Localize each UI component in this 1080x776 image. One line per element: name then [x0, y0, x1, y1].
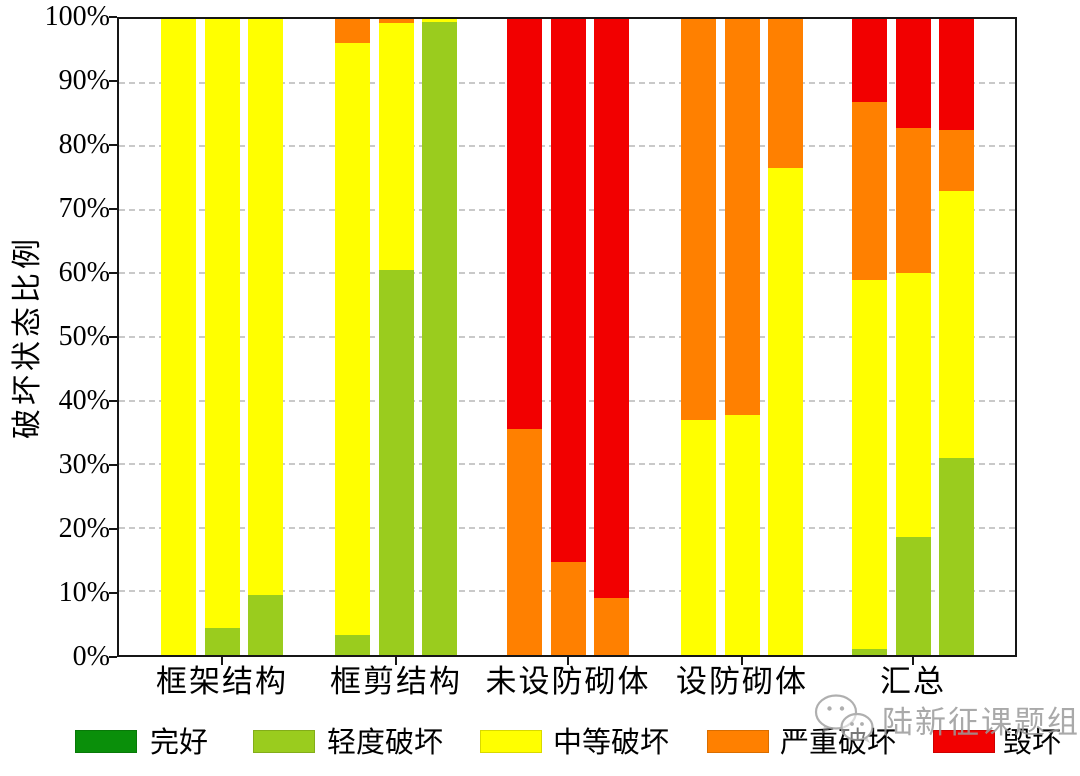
bar-segment-中等破坏 [768, 168, 803, 655]
bar-segment-轻度破坏 [204, 628, 240, 655]
y-tick-mark [109, 16, 117, 18]
bar-segment-严重破坏 [939, 130, 974, 191]
bar-segment-轻度破坏 [378, 270, 414, 655]
bar-segment-轻度破坏 [895, 536, 931, 655]
y-tick-label: 40% [58, 385, 110, 416]
bar-segment-中等破坏 [161, 19, 196, 655]
y-tick-mark [109, 592, 117, 594]
bar-segment-严重破坏 [594, 597, 629, 655]
y-tick-label: 30% [58, 449, 110, 480]
y-tick-mark [109, 80, 117, 82]
bar-segment-严重破坏 [378, 19, 414, 24]
y-tick-label: 70% [58, 193, 110, 224]
y-tick-mark [109, 272, 117, 274]
bar-segment-毁坏 [852, 19, 887, 102]
bar-segment-毁坏 [594, 19, 629, 598]
legend: 完好 轻度破坏 中等破坏 严重破坏 毁坏 [0, 727, 1080, 763]
bar-segment-中等破坏 [204, 19, 240, 629]
bar-segment-严重破坏 [852, 101, 887, 280]
y-tick-mark [109, 464, 117, 466]
bar-segment-轻度破坏 [335, 634, 370, 655]
y-axis-tick-labels: 0% 10% 20% 30% 40% 50% 60% 70% 80% 90% 100% [0, 1, 110, 672]
legend-label: 严重破坏 [780, 727, 897, 759]
y-tick-label: 50% [58, 321, 110, 352]
bar-segment-严重破坏 [768, 19, 803, 169]
bar-segment-中等破坏 [852, 279, 887, 649]
bar-segment-中等破坏 [248, 19, 283, 595]
y-tick-mark [109, 336, 117, 338]
bar-segment-中等破坏 [681, 419, 716, 655]
x-axis-labels: 框架结构 框剪结构 未设防砌体 设防砌体 汇总 [117, 664, 1017, 704]
bar-segment-中等破坏 [895, 273, 931, 537]
legend-swatch-严重破坏 [707, 730, 769, 753]
bar-segment-轻度破坏 [852, 648, 887, 655]
bar-segment-中等破坏 [422, 19, 457, 23]
y-tick-label: 90% [58, 65, 110, 96]
y-tick-label: 0% [72, 641, 110, 672]
bar-segment-毁坏 [895, 19, 931, 129]
y-tick-label: 60% [58, 257, 110, 288]
y-tick-mark [109, 528, 117, 530]
y-tick-label: 20% [58, 513, 110, 544]
y-tick-mark [109, 656, 117, 658]
legend-label: 完好 [150, 727, 209, 759]
x-category-label: 汇总 [880, 664, 946, 699]
bar-segment-毁坏 [550, 19, 586, 562]
x-category-label: 框剪结构 [330, 664, 462, 699]
bar-segment-严重破坏 [507, 429, 542, 655]
bar-segment-严重破坏 [335, 19, 370, 44]
bar-segment-轻度破坏 [248, 594, 283, 655]
bar-segment-中等破坏 [378, 23, 414, 271]
bar-segment-毁坏 [507, 19, 542, 430]
y-tick-mark [109, 400, 117, 402]
bar-segment-轻度破坏 [939, 457, 974, 655]
bar-segment-严重破坏 [550, 561, 586, 655]
legend-swatch-毁坏 [933, 730, 995, 753]
y-tick-mark [109, 208, 117, 210]
bar-segment-中等破坏 [335, 43, 370, 635]
bar-segment-严重破坏 [724, 19, 760, 415]
y-tick-mark [109, 144, 117, 146]
bar-segment-中等破坏 [724, 414, 760, 655]
plot-area [117, 17, 1017, 657]
x-category-label: 设防砌体 [676, 664, 808, 699]
x-category-label: 框架结构 [156, 664, 288, 699]
legend-swatch-轻度破坏 [253, 730, 315, 753]
legend-swatch-中等破坏 [480, 730, 542, 753]
y-tick-label: 10% [58, 577, 110, 608]
y-tick-label: 80% [58, 129, 110, 160]
legend-label: 轻度破坏 [327, 727, 444, 759]
bar-segment-轻度破坏 [422, 22, 457, 655]
bar-segment-严重破坏 [681, 19, 716, 420]
legend-label: 毁坏 [1003, 727, 1062, 759]
bar-segment-严重破坏 [895, 128, 931, 274]
x-category-label: 未设防砌体 [485, 664, 651, 699]
y-tick-label: 100% [44, 1, 110, 32]
legend-swatch-完好 [75, 730, 137, 753]
bar-segment-中等破坏 [939, 190, 974, 458]
bar-segment-毁坏 [939, 19, 974, 131]
legend-label: 中等破坏 [553, 727, 670, 759]
